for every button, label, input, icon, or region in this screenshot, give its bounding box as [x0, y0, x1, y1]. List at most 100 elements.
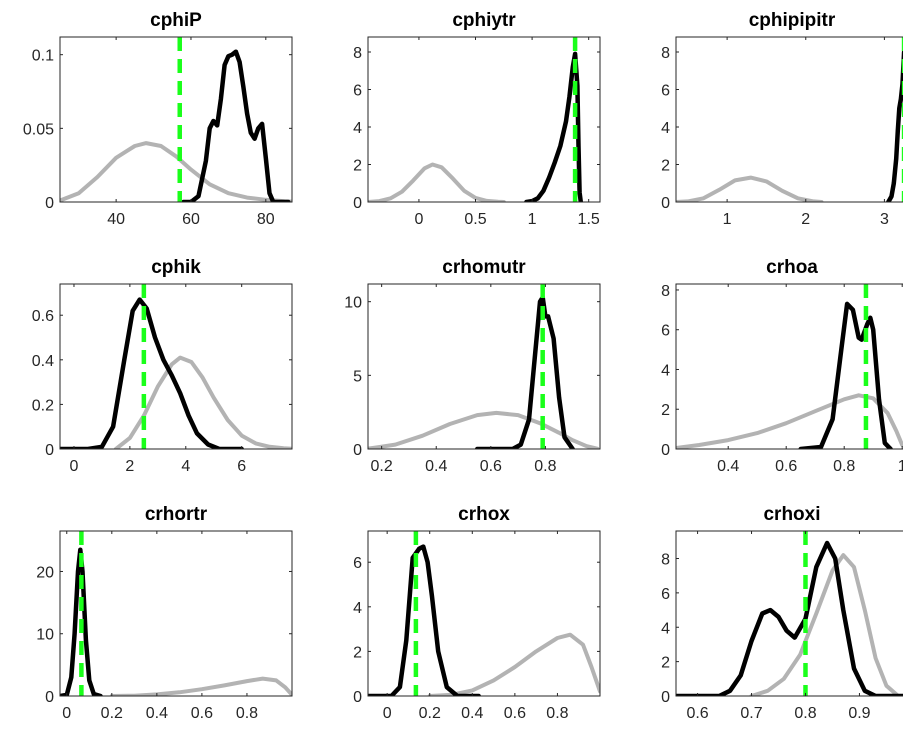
prior-density-line [676, 175, 824, 202]
posterior-density-line [368, 544, 481, 696]
y-tick-label: 8 [661, 552, 670, 569]
prior-density-line [109, 676, 292, 696]
subplot-title: cphik [151, 257, 201, 278]
subplot-crhox: 0 0.2 0.4 0.6 0.8 0 2 4 6 crhox [353, 504, 601, 722]
y-tick-label: 20 [36, 564, 54, 581]
x-tick-label: 80 [257, 211, 275, 228]
x-tick-label: 0.6 [775, 458, 797, 475]
y-tick-label: 4 [353, 120, 362, 137]
x-tick-label: 1 [528, 211, 537, 228]
y-tick-label: 0.4 [32, 353, 54, 370]
subplot-cphiP: 40 60 80 0 0.05 0.1 cphiP [23, 10, 293, 228]
posterior-density-line [676, 540, 903, 696]
y-tick-label: 0 [661, 689, 670, 706]
prior-density-line [676, 393, 903, 449]
x-tick-label: 0.8 [833, 458, 855, 475]
y-tick-label: 0.1 [32, 48, 54, 65]
axes-box [675, 283, 903, 450]
subplot-title: cphiytr [452, 10, 516, 31]
y-tick-label: 2 [353, 644, 362, 661]
y-tick-label: 6 [661, 586, 670, 603]
x-tick-label: 0.4 [717, 458, 739, 475]
subplot-title: cphiP [150, 10, 202, 31]
subplot-crhortr: 0 0.2 0.4 0.6 0.8 0 10 20 crhortr [36, 504, 293, 722]
y-tick-label: 8 [353, 45, 362, 62]
y-tick-label: 0 [45, 195, 54, 212]
x-tick-label: 4 [181, 458, 190, 475]
x-tick-label: 0.2 [419, 705, 441, 722]
y-tick-label: 2 [353, 158, 362, 175]
x-tick-label: 0.9 [848, 705, 870, 722]
y-tick-label: 4 [661, 362, 670, 379]
y-tick-label: 5 [353, 368, 362, 385]
x-tick-label: 0.4 [461, 705, 483, 722]
x-tick-label: 0.4 [146, 705, 168, 722]
axes-box [675, 36, 903, 203]
y-tick-label: 8 [661, 283, 670, 300]
y-tick-label: 0 [661, 195, 670, 212]
y-tick-label: 10 [36, 627, 54, 644]
subplot-crhomutr: 0.2 0.4 0.6 0.8 0 5 10 crhomutr [344, 257, 601, 475]
x-tick-label: 1 [723, 211, 732, 228]
x-tick-label: 0.8 [236, 705, 258, 722]
x-tick-label: 0.2 [101, 705, 123, 722]
prior-density-line [113, 355, 292, 449]
y-tick-label: 0.2 [32, 397, 54, 414]
posterior-density-line [798, 301, 893, 449]
plot-area [60, 531, 292, 696]
y-tick-label: 2 [661, 655, 670, 672]
y-tick-label: 10 [344, 295, 362, 312]
plot-area [368, 284, 600, 449]
subplot-title: crhoa [766, 257, 818, 278]
x-tick-label: 0.2 [371, 458, 393, 475]
x-tick-label: 1.5 [578, 211, 600, 228]
plot-area [60, 37, 292, 202]
x-tick-label: 0.6 [504, 705, 526, 722]
subplot-cphiytr: 0 0.5 1 1.5 0 2 4 6 8 cphiytr [353, 10, 601, 228]
x-tick-label: 0.5 [464, 211, 486, 228]
y-tick-label: 0 [661, 442, 670, 459]
y-tick-label: 4 [661, 120, 670, 137]
y-tick-label: 2 [661, 402, 670, 419]
subplot-title: crhomutr [442, 257, 526, 278]
y-tick-label: 0 [353, 442, 362, 459]
plot-area [60, 284, 292, 449]
x-tick-label: 0.8 [534, 458, 556, 475]
posterior-density-line [60, 297, 244, 449]
y-tick-label: 0 [45, 442, 54, 459]
y-tick-label: 6 [353, 83, 362, 100]
x-tick-label: 0 [70, 458, 79, 475]
plot-area [676, 531, 903, 696]
subplot-cphipipitr: 1 2 3 0 2 4 6 8 cphipipitr [661, 10, 903, 228]
x-tick-label: 0.6 [191, 705, 213, 722]
subplot-crhoa: 0.4 0.6 0.8 1 0 2 4 6 8 crhoa [661, 257, 903, 475]
x-tick-label: 2 [801, 211, 810, 228]
subplot-cphik: 0 2 4 6 0 0.2 0.4 0.6 cphik [32, 257, 293, 475]
y-tick-label: 0.05 [23, 121, 54, 138]
axes-box [367, 530, 601, 697]
axes-box [367, 283, 601, 450]
axes-box [59, 283, 293, 450]
x-tick-label: 60 [182, 211, 200, 228]
axes-box [59, 530, 293, 697]
prior-density-line [368, 410, 600, 449]
plot-area [368, 37, 584, 202]
plot-area [676, 37, 903, 202]
x-tick-label: 0.6 [686, 705, 708, 722]
x-tick-label: 2 [125, 458, 134, 475]
axes-box [59, 36, 293, 203]
y-tick-label: 4 [353, 600, 362, 617]
y-tick-label: 2 [661, 158, 670, 175]
x-tick-label: 3 [880, 211, 889, 228]
x-tick-label: 0 [62, 705, 71, 722]
posterior-density-line [524, 51, 584, 202]
posterior-density-line [181, 49, 291, 202]
subplot-title: crhox [458, 504, 510, 525]
plot-area [368, 531, 600, 696]
x-tick-label: 0.6 [480, 458, 502, 475]
prior-density-line [427, 632, 600, 696]
y-tick-label: 0 [353, 195, 362, 212]
x-tick-label: 0.4 [425, 458, 447, 475]
